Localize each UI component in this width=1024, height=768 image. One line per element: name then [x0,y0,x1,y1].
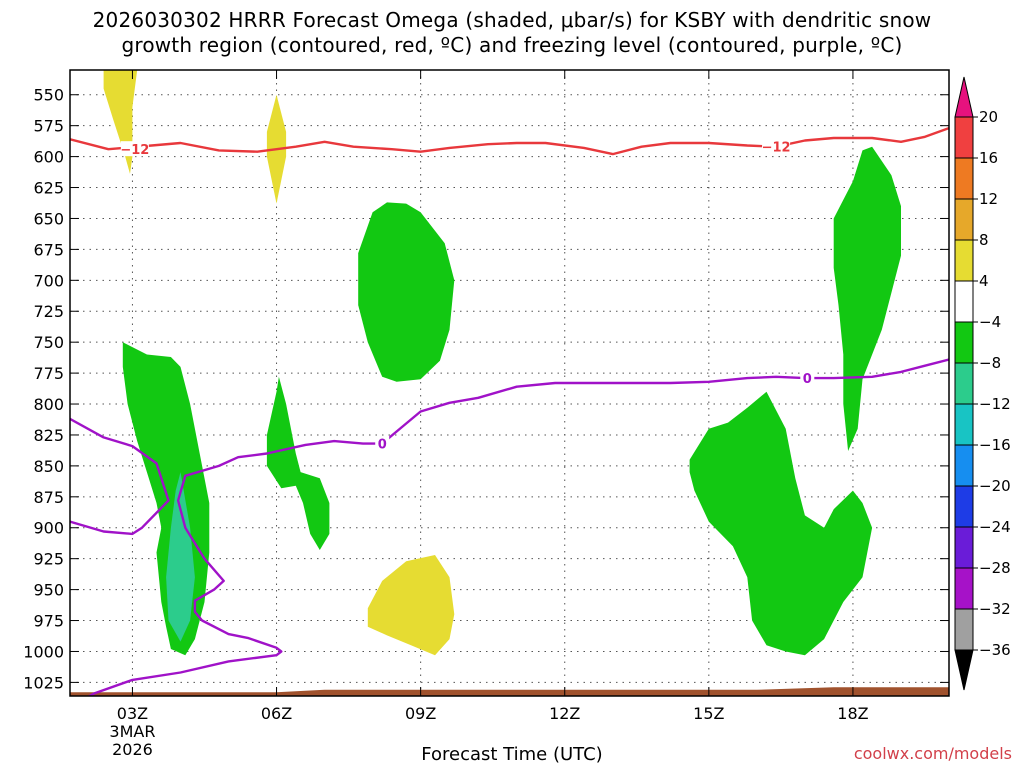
omega-region-9 [833,146,901,451]
colorbar-label-13: −32 [979,600,1011,618]
x-tick-label-18Z: 18Z [837,704,868,723]
y-tick-label-800: 800 [33,395,64,414]
terrain-fill [70,687,949,696]
y-tick-label-1000: 1000 [23,642,64,661]
terrain-layer [70,687,949,696]
dendritic-contour-label-2: −12 [762,141,791,156]
y-tick-label-1025: 1025 [23,673,64,692]
y-tick-label-725: 725 [33,302,64,321]
freezing-contour-line [87,358,949,696]
credit-text: coolwx.com/models [853,744,1012,763]
y-tick-label-975: 975 [33,612,64,631]
y-tick-label-600: 600 [33,148,64,167]
title-line-2: growth region (contoured, red, ºC) and f… [121,33,903,57]
y-tick-label-550: 550 [33,86,64,105]
y-tick-label-675: 675 [33,240,64,259]
colorbar-label-10: −20 [979,477,1011,495]
plot-frame [69,69,950,697]
colorbar-swatch-4 [954,239,974,282]
colorbar-label-14: −36 [979,641,1011,659]
colorbar-label-11: −24 [979,518,1011,536]
freezing-label-bg-2 [800,370,815,386]
y-tick-label-700: 700 [33,271,64,290]
contour-labels: −12 −12 0 0 [120,138,815,453]
x-tick-label-03Z: 03Z [117,704,148,723]
colorbar-swatch-1 [954,116,974,159]
colorbar-label-9: −16 [979,436,1011,454]
x-tick-label-15Z: 15Z [693,704,724,723]
colorbar-label-2: 16 [979,149,998,167]
colorbar-label-7: −8 [979,354,1001,372]
colorbar-label-8: −12 [979,395,1011,413]
y-tick-label-625: 625 [33,179,64,198]
y-tick-label-575: 575 [33,117,64,136]
colorbar-label-3: 12 [979,190,998,208]
dendritic-contour-label-1: −12 [120,143,149,158]
x-tick-date-label: 3MAR [109,722,155,741]
freezing-contour-line-west [70,417,170,536]
y-tick-label-825: 825 [33,426,64,445]
colorbar-swatch-3 [954,198,974,241]
colorbar-swatch-8 [954,403,974,446]
colorbar-top-arrow [954,76,974,118]
freezing-contour-label-1: 0 [378,438,387,453]
omega-region-5 [166,472,195,642]
y-tick-label-775: 775 [33,364,64,383]
x-tick-label-09Z: 09Z [405,704,436,723]
colorbar-label-5: 4 [979,272,989,290]
colorbar-label-12: −28 [979,559,1011,577]
dendritic-label-bg-2 [762,138,791,154]
x-tick-year-label: 2026 [112,740,153,759]
omega-region-8 [689,391,873,656]
colorbar-swatch-7 [954,362,974,405]
contour-lines [70,126,949,696]
colorbar-label-4: 8 [979,231,989,249]
colorbar-label-1: 20 [979,108,998,126]
colorbar-label-6: −4 [979,313,1001,331]
dendritic-contour-line [70,126,949,156]
title-line-1: 2026030302 HRRR Forecast Omega (shaded, … [92,8,932,32]
colorbar-swatch-11 [954,526,974,569]
colorbar-swatch-12 [954,567,974,610]
y-tick-label-900: 900 [33,519,64,538]
dendritic-label-bg-1 [120,141,149,157]
freezing-contour-label-2: 0 [803,372,812,387]
y-tick-label-875: 875 [33,488,64,507]
colorbar-swatch-10 [954,485,974,528]
omega-region-7 [358,202,455,382]
freezing-label-bg-1 [375,435,390,451]
colorbar-swatch-2 [954,157,974,200]
x-axis-label: Forecast Time (UTC) [421,744,603,765]
colorbar-swatch-5 [954,280,974,323]
x-tick-label-06Z: 06Z [261,704,292,723]
y-tick-label-750: 750 [33,333,64,352]
colorbar: 20 16 12 8 4 −4 −8 −12 −16 −20 −24 −28 −32 −36 [954,76,1011,691]
colorbar-swatch-13 [954,608,974,651]
y-tick-label-950: 950 [33,581,64,600]
colorbar-swatch-9 [954,444,974,487]
x-tick-label-12Z: 12Z [549,704,580,723]
y-tick-label-850: 850 [33,457,64,476]
y-axis-ticks: 550 575 600 625 650 675 700 725 750 775 800 825 850 8… [23,86,949,692]
y-tick-label-925: 925 [33,550,64,569]
y-tick-label-650: 650 [33,209,64,228]
omega-region-6 [266,376,330,550]
chart-title: 2026030302 HRRR Forecast Omega (shaded, … [0,8,1024,58]
colorbar-swatch-6 [954,321,974,364]
omega-shading [103,70,901,656]
colorbar-bottom-arrow [954,649,974,691]
omega-region-3 [367,555,455,656]
